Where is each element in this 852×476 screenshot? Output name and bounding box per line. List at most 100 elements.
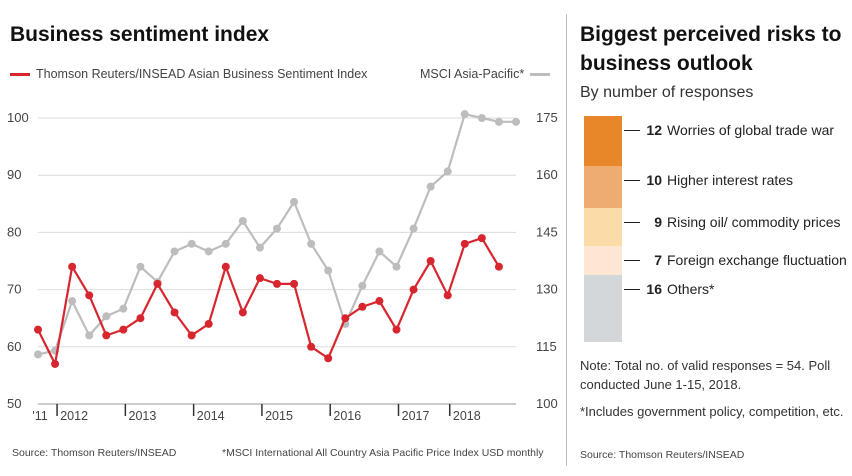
data-point-sentiment [460, 239, 469, 248]
data-point-sentiment [324, 354, 333, 363]
y-right-tick-label: 145 [536, 224, 558, 239]
data-point-sentiment [136, 314, 145, 323]
y-left-tick-label: 90 [7, 167, 21, 182]
risk-category: Higher interest rates [667, 172, 794, 189]
data-point-msci [375, 247, 384, 256]
data-point-msci [460, 110, 469, 119]
data-point-sentiment [221, 262, 230, 271]
data-point-sentiment [426, 257, 435, 265]
chart-title: Business sentiment index [10, 23, 270, 46]
x-tick-label: 2016 [333, 409, 361, 423]
legend-msci: MSCI Asia-Pacific* [420, 67, 551, 81]
data-point-sentiment [375, 297, 384, 306]
data-point-sentiment [409, 285, 418, 294]
data-point-msci [358, 281, 367, 290]
risk-bar-segment [584, 116, 622, 167]
risk-value: 16 [646, 281, 662, 298]
data-point-msci [426, 182, 435, 191]
data-point-msci [443, 167, 452, 176]
risks-source: Source: Thomson Reuters/INSEAD [580, 449, 745, 461]
data-point-sentiment [204, 319, 213, 328]
data-point-sentiment [341, 314, 350, 323]
x-tick-label: '11 [32, 409, 47, 423]
data-point-msci [512, 117, 520, 126]
risk-label-tick [624, 130, 640, 131]
data-point-msci [392, 262, 401, 271]
risk-label-tick [624, 259, 640, 261]
data-point-sentiment [85, 291, 94, 300]
x-tick-label: 2015 [265, 409, 293, 423]
data-point-sentiment [102, 331, 111, 340]
data-point-sentiment [255, 274, 264, 283]
risk-bar-segment [584, 275, 622, 342]
risk-bar-segment [584, 166, 622, 209]
data-point-sentiment [238, 308, 247, 317]
legend-swatch-sentiment [10, 72, 30, 76]
data-point-msci [409, 224, 418, 233]
y-right-tick-label: 175 [536, 110, 558, 125]
data-point-msci [221, 239, 230, 248]
data-point-sentiment [392, 325, 401, 334]
data-point-msci [238, 216, 247, 225]
x-tick-label: 2013 [129, 409, 157, 423]
risk-category: Worries of global trade war [667, 122, 835, 138]
x-tick-label: 2012 [60, 409, 88, 423]
data-point-sentiment [119, 325, 128, 334]
risk-value: 10 [646, 172, 662, 189]
data-point-sentiment [68, 262, 77, 271]
risk-label-tick [624, 289, 640, 291]
risks-title: Biggest perceived risks to business outl… [580, 23, 842, 75]
data-point-msci [34, 350, 42, 359]
risks-includes-note: *Includes government policy, competition… [580, 404, 844, 419]
data-point-msci [170, 247, 179, 256]
data-point-msci [307, 239, 316, 248]
data-point-sentiment [477, 234, 486, 243]
risk-value: 12 [646, 122, 662, 138]
data-point-sentiment [290, 279, 299, 288]
x-tick-label: 2017 [402, 409, 430, 423]
data-point-sentiment [51, 359, 60, 368]
data-point-msci [119, 304, 128, 313]
data-point-msci [477, 114, 486, 122]
y-right-tick-label: 115 [536, 339, 557, 354]
risks-note: Note: Total no. of valid responses = 54.… [580, 358, 831, 392]
legend-label-msci: MSCI Asia-Pacific* [420, 67, 525, 81]
y-left-tick-label: 100 [7, 110, 29, 125]
data-point-msci [187, 239, 196, 248]
y-left-tick-label: 80 [7, 224, 21, 239]
data-point-msci [85, 331, 94, 340]
y-right-tick-label: 160 [536, 167, 558, 182]
data-point-msci [136, 262, 145, 271]
risk-bar-segment [584, 245, 622, 276]
data-point-sentiment [170, 308, 179, 317]
risk-value: 7 [654, 251, 662, 268]
chart-source: Source: Thomson Reuters/INSEAD [12, 447, 177, 459]
data-point-msci [68, 297, 77, 306]
data-point-msci [273, 224, 281, 233]
data-point-sentiment [273, 279, 281, 288]
series-line-msci [37, 113, 516, 356]
legend-swatch-msci [530, 72, 551, 76]
y-right-tick-label: 130 [536, 282, 558, 297]
x-tick-label: 2018 [453, 409, 481, 423]
legend-sentiment: Thomson Reuters/INSEAD Asian Business Se… [10, 67, 367, 81]
data-point-msci [102, 312, 111, 321]
data-point-msci [324, 266, 333, 275]
y-left-tick-label: 60 [7, 339, 21, 354]
data-point-sentiment [494, 262, 503, 271]
data-point-sentiment [187, 331, 196, 340]
panel-divider [566, 14, 567, 466]
risk-label-tick [624, 222, 640, 224]
legend-label-sentiment: Thomson Reuters/INSEAD Asian Business Se… [36, 67, 368, 81]
series-line-sentiment [37, 237, 500, 366]
risk-label-tick [624, 180, 640, 182]
data-point-sentiment [443, 291, 452, 300]
risks-subtitle: By number of responses [580, 84, 754, 101]
y-left-tick-label: 70 [7, 282, 21, 297]
data-point-sentiment [307, 342, 316, 351]
chart-footnote: *MSCI International All Country Asia Pac… [222, 447, 544, 459]
risk-category: Foreign exchange fluctuation [667, 251, 847, 268]
data-point-msci [290, 197, 299, 206]
y-left-tick-label: 50 [7, 396, 21, 411]
sentiment-line-chart: 50 60 70 80 90 100 100 115 130 145 160 175 '11 2012 20… [7, 110, 558, 423]
